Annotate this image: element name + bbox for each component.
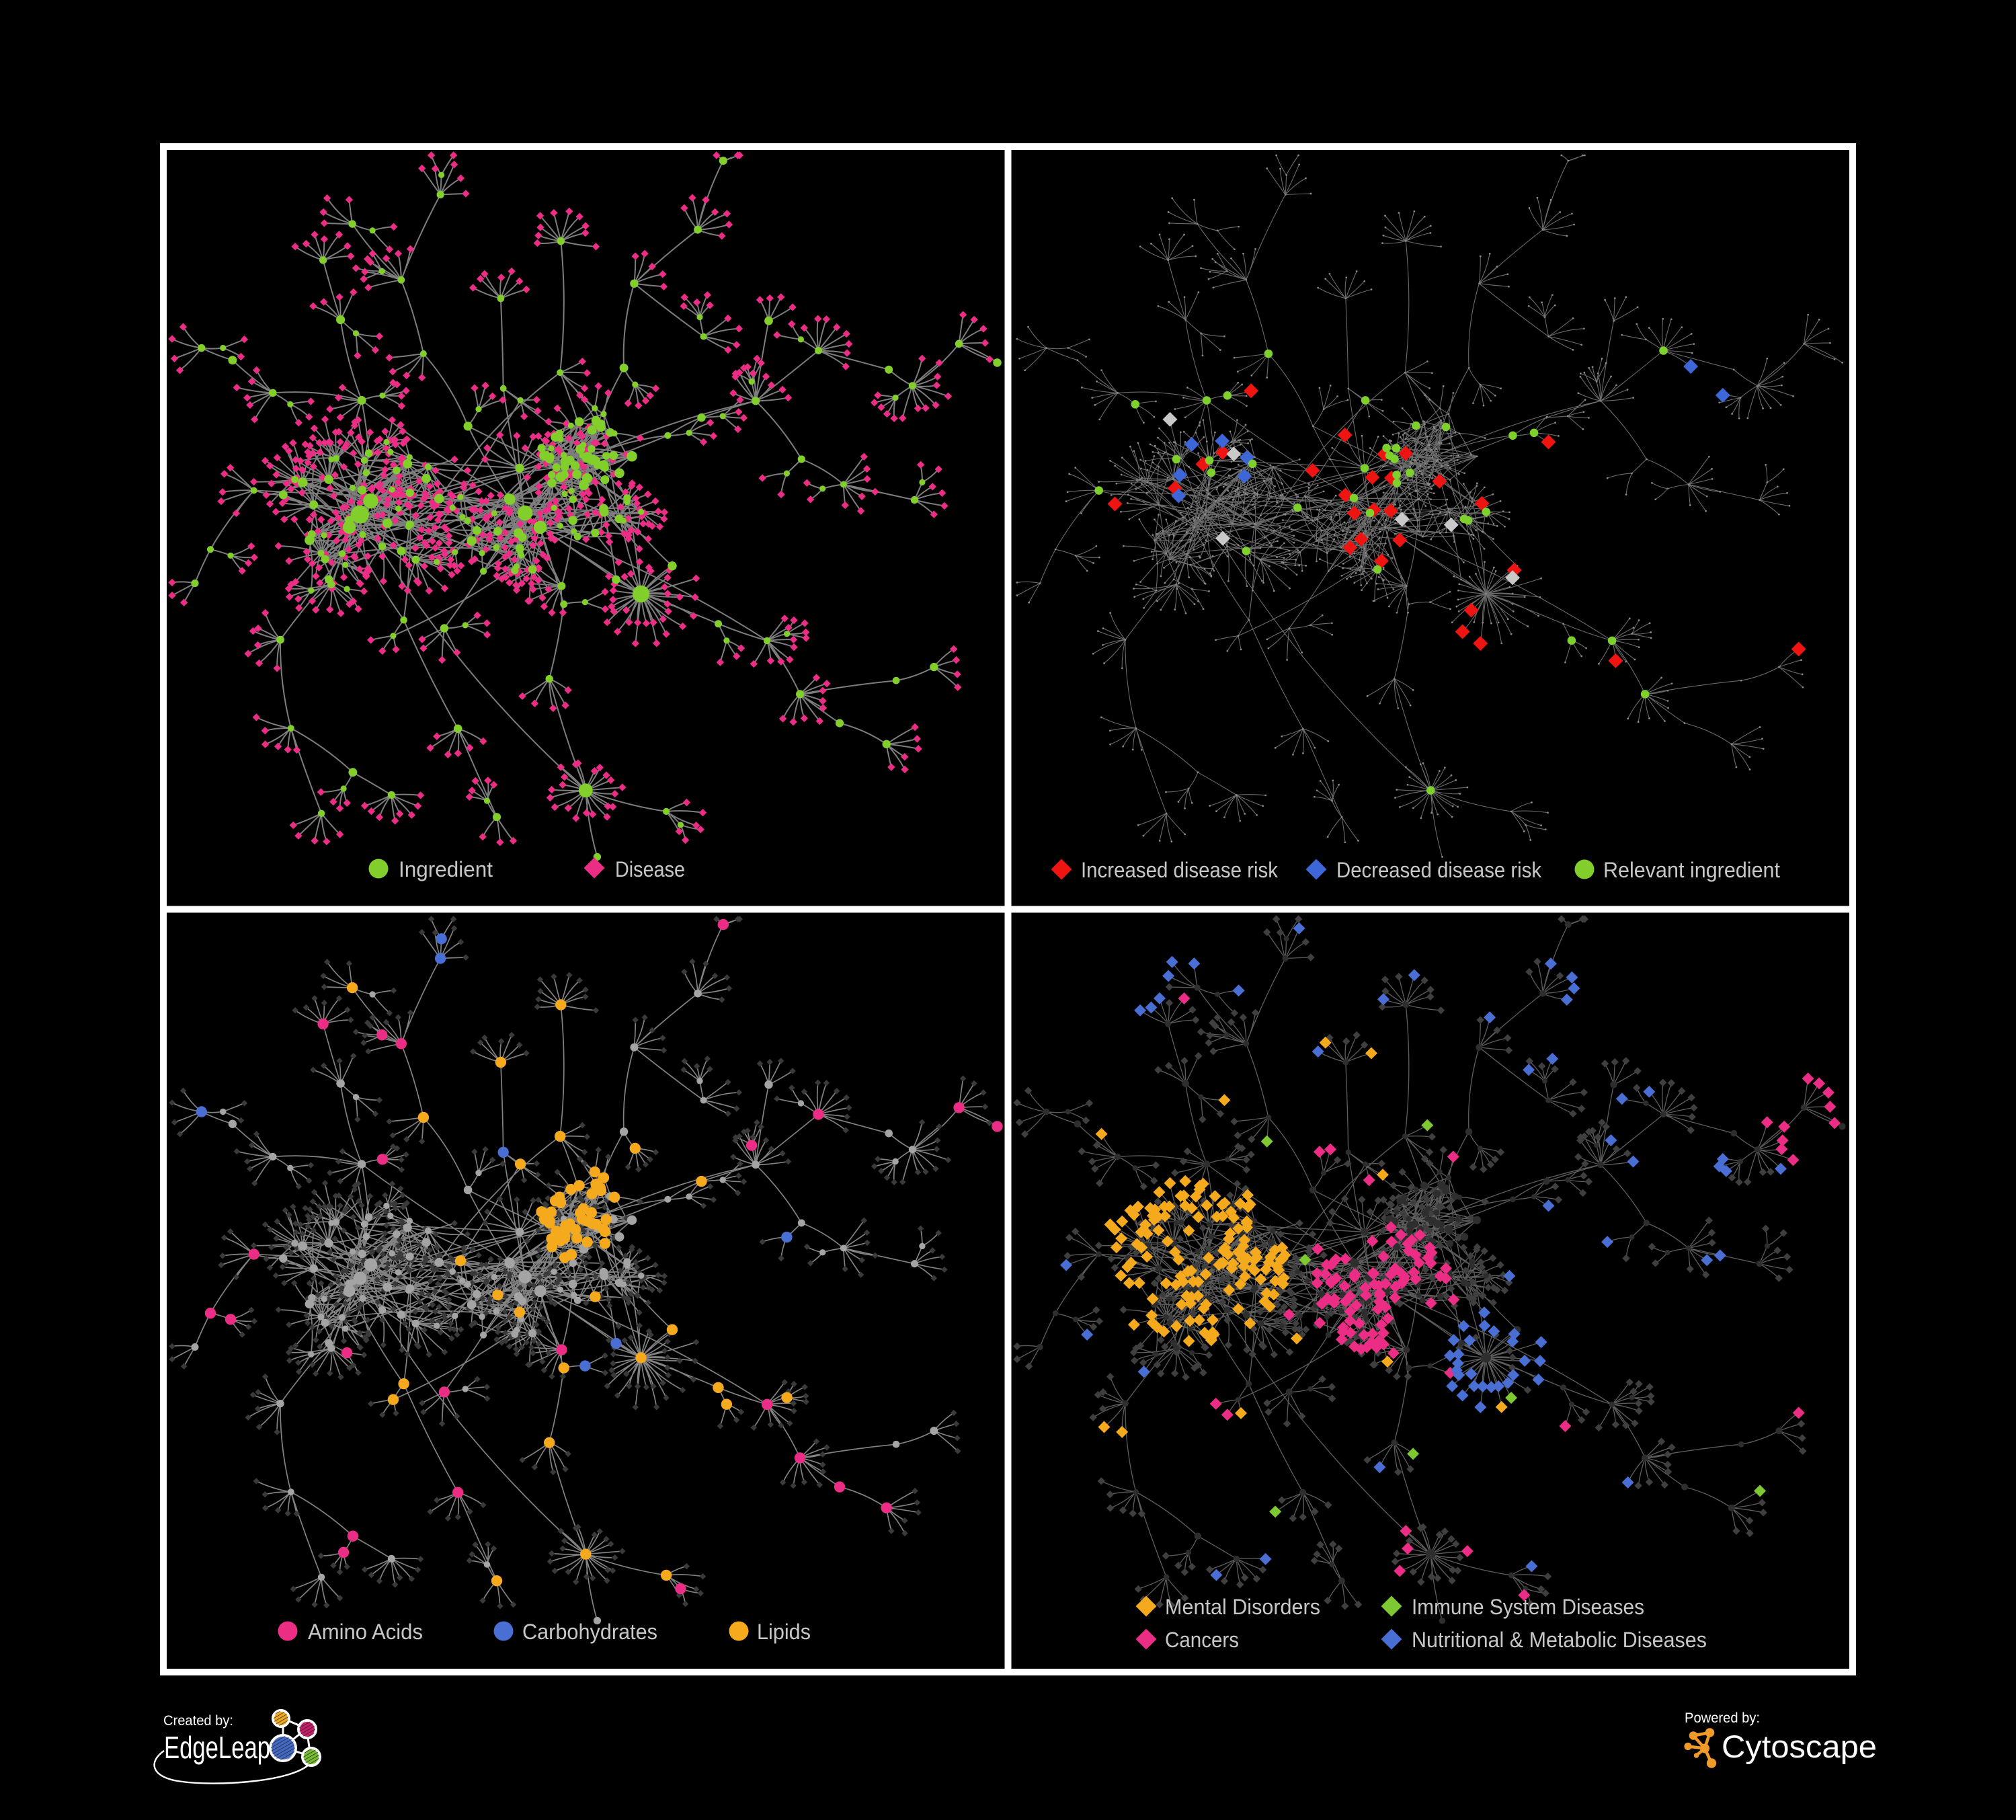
svg-text:Ingredient: Ingredient xyxy=(399,857,493,881)
svg-text:Created by:: Created by: xyxy=(163,1713,233,1729)
svg-text:Immune System Diseases: Immune System Diseases xyxy=(1412,1595,1644,1619)
svg-text:Mental Disorders: Mental Disorders xyxy=(1165,1595,1320,1619)
svg-text:EdgeLeap: EdgeLeap xyxy=(164,1730,270,1765)
svg-text:Increased disease risk: Increased disease risk xyxy=(1081,858,1279,882)
svg-text:Decreased disease risk: Decreased disease risk xyxy=(1336,858,1542,882)
svg-text:Cytoscape: Cytoscape xyxy=(1722,1729,1877,1764)
svg-text:Amino Acids: Amino Acids xyxy=(308,1620,423,1644)
svg-text:Nutritional & Metabolic Diseas: Nutritional & Metabolic Diseases xyxy=(1412,1628,1707,1652)
svg-text:Disease: Disease xyxy=(615,857,685,881)
svg-text:Powered by:: Powered by: xyxy=(1685,1710,1760,1726)
svg-text:Carbohydrates: Carbohydrates xyxy=(522,1620,657,1644)
svg-text:Lipids: Lipids xyxy=(757,1620,811,1644)
svg-text:Relevant ingredient: Relevant ingredient xyxy=(1603,858,1780,882)
svg-text:Cancers: Cancers xyxy=(1165,1628,1239,1652)
